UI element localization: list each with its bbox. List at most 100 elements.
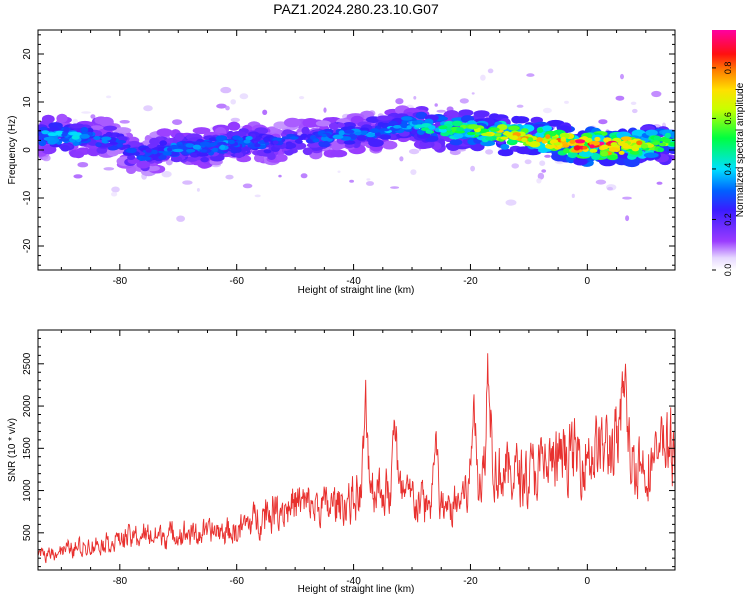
spectrogram-speckle	[541, 169, 547, 173]
spectrogram-speckle	[480, 74, 486, 81]
spectrogram-speckle	[278, 174, 282, 178]
spectrogram-speckle	[622, 196, 632, 200]
spectrogram-blob	[332, 134, 344, 140]
spectrogram-blob	[652, 141, 659, 145]
spectrogram-x-axis-label: Height of straight line (km)	[298, 285, 415, 296]
spectrogram-blob	[174, 132, 185, 141]
spectrogram-blob	[60, 145, 71, 152]
spectrogram-blob	[415, 111, 428, 120]
spectrogram-blob	[454, 129, 465, 134]
spectrogram-speckle	[656, 181, 663, 185]
spectrogram-blob	[645, 129, 658, 136]
spectrogram-blob	[55, 131, 63, 136]
spectrogram-speckle	[90, 114, 96, 119]
spectrogram-blob	[300, 133, 308, 138]
spectrogram-speckle	[459, 98, 469, 104]
spectrogram-heatmap	[38, 68, 675, 222]
spectrogram-blob	[629, 150, 640, 155]
spectrogram-speckle	[607, 186, 613, 191]
spectrogram-blob	[400, 116, 413, 121]
spectrogram-blob	[243, 139, 251, 144]
spectrogram-blob	[208, 137, 218, 142]
spectrogram-blob	[254, 143, 261, 148]
spectrogram-speckle	[77, 162, 89, 168]
spectrogram-blob	[374, 132, 381, 137]
spectrogram-blob	[582, 145, 588, 150]
spectrogram-blob	[500, 143, 510, 150]
spectrogram-blob	[263, 149, 272, 154]
spectrogram-blob	[330, 149, 348, 158]
spectrogram-blob	[69, 123, 85, 129]
spectrogram-blob	[516, 146, 531, 155]
spectrogram-speckle	[615, 95, 625, 101]
spectrogram-blob	[103, 125, 117, 131]
spectrogram-blob	[511, 135, 519, 140]
spectrogram-blob	[328, 122, 339, 130]
spectrogram-blob	[145, 148, 152, 153]
snr-plot-area	[38, 353, 675, 564]
x-tick-label: -80	[113, 276, 128, 287]
spectrogram-blob	[267, 152, 276, 160]
spectrogram-blob	[149, 137, 160, 146]
spectrogram-blob	[589, 148, 598, 153]
x-tick-label: -40	[346, 576, 361, 587]
spectrogram-blob	[478, 128, 490, 134]
spectrogram-blob	[343, 140, 356, 145]
spectrogram-speckle	[408, 148, 420, 155]
spectrogram-blob	[234, 151, 244, 159]
spectrogram-blob	[500, 136, 509, 140]
spectrogram-speckle	[537, 172, 545, 180]
spectrogram-blob	[39, 126, 48, 132]
spectrogram-blob	[406, 125, 412, 130]
spectrogram-blob	[571, 148, 583, 153]
colorbar-tick-label: 0.2	[723, 213, 733, 226]
spectrogram-speckle	[544, 154, 551, 158]
spectrogram-blob	[393, 125, 402, 129]
spectrogram-blob	[511, 115, 522, 124]
spectrogram-speckle	[470, 165, 475, 172]
spectrogram-blob	[658, 142, 667, 147]
spectrogram-blob	[56, 113, 68, 123]
spectrogram-speckle	[564, 100, 569, 104]
spectrogram-blob	[456, 127, 464, 132]
snr-series-line	[38, 353, 675, 564]
spectrogram-speckle	[176, 215, 186, 222]
spectrogram-blob	[536, 127, 544, 133]
x-tick-label: 0	[585, 276, 591, 287]
y-tick-label: 10	[22, 96, 33, 108]
spectrogram-y-axis-label: Frequency (Hz)	[7, 116, 18, 185]
spectrogram-blob	[116, 136, 128, 142]
spectrogram-blob	[199, 149, 208, 153]
spectrogram-blob	[669, 132, 675, 139]
spectrogram-blob	[169, 144, 179, 149]
y-tick-label: 500	[22, 524, 33, 541]
spectrogram-blob	[127, 140, 141, 149]
spectrogram-speckle	[73, 174, 83, 179]
spectrogram-blob	[302, 118, 319, 128]
spectrogram-blob	[315, 120, 331, 127]
spectrogram-speckle	[337, 170, 341, 173]
spectrogram-speckle	[395, 98, 404, 105]
spectrogram-speckle	[119, 120, 130, 124]
spectrogram-blob	[365, 133, 376, 138]
spectrogram-blob	[379, 128, 391, 132]
x-tick-label: -20	[463, 276, 478, 287]
y-tick-label: -20	[22, 238, 33, 253]
spectrogram-blob	[59, 138, 70, 142]
spectrogram-blob	[140, 156, 152, 161]
spectrogram-blob	[451, 120, 463, 127]
spectrogram-blob	[170, 156, 183, 163]
spectrogram-blob	[186, 148, 196, 153]
spectrogram-speckle	[471, 92, 475, 95]
colorbar-tick-label: 0.8	[723, 62, 733, 75]
spectrogram-speckle	[632, 108, 638, 114]
spectrogram-blob	[411, 120, 418, 125]
spectrogram-blob	[449, 139, 463, 146]
spectrogram-speckle	[220, 86, 232, 94]
spectrogram-speckle	[511, 163, 519, 169]
spectrogram-blob	[338, 130, 345, 136]
spectrogram-blob	[594, 136, 601, 142]
spectrogram-blob	[282, 129, 293, 136]
spectrogram-speckle	[182, 180, 193, 185]
